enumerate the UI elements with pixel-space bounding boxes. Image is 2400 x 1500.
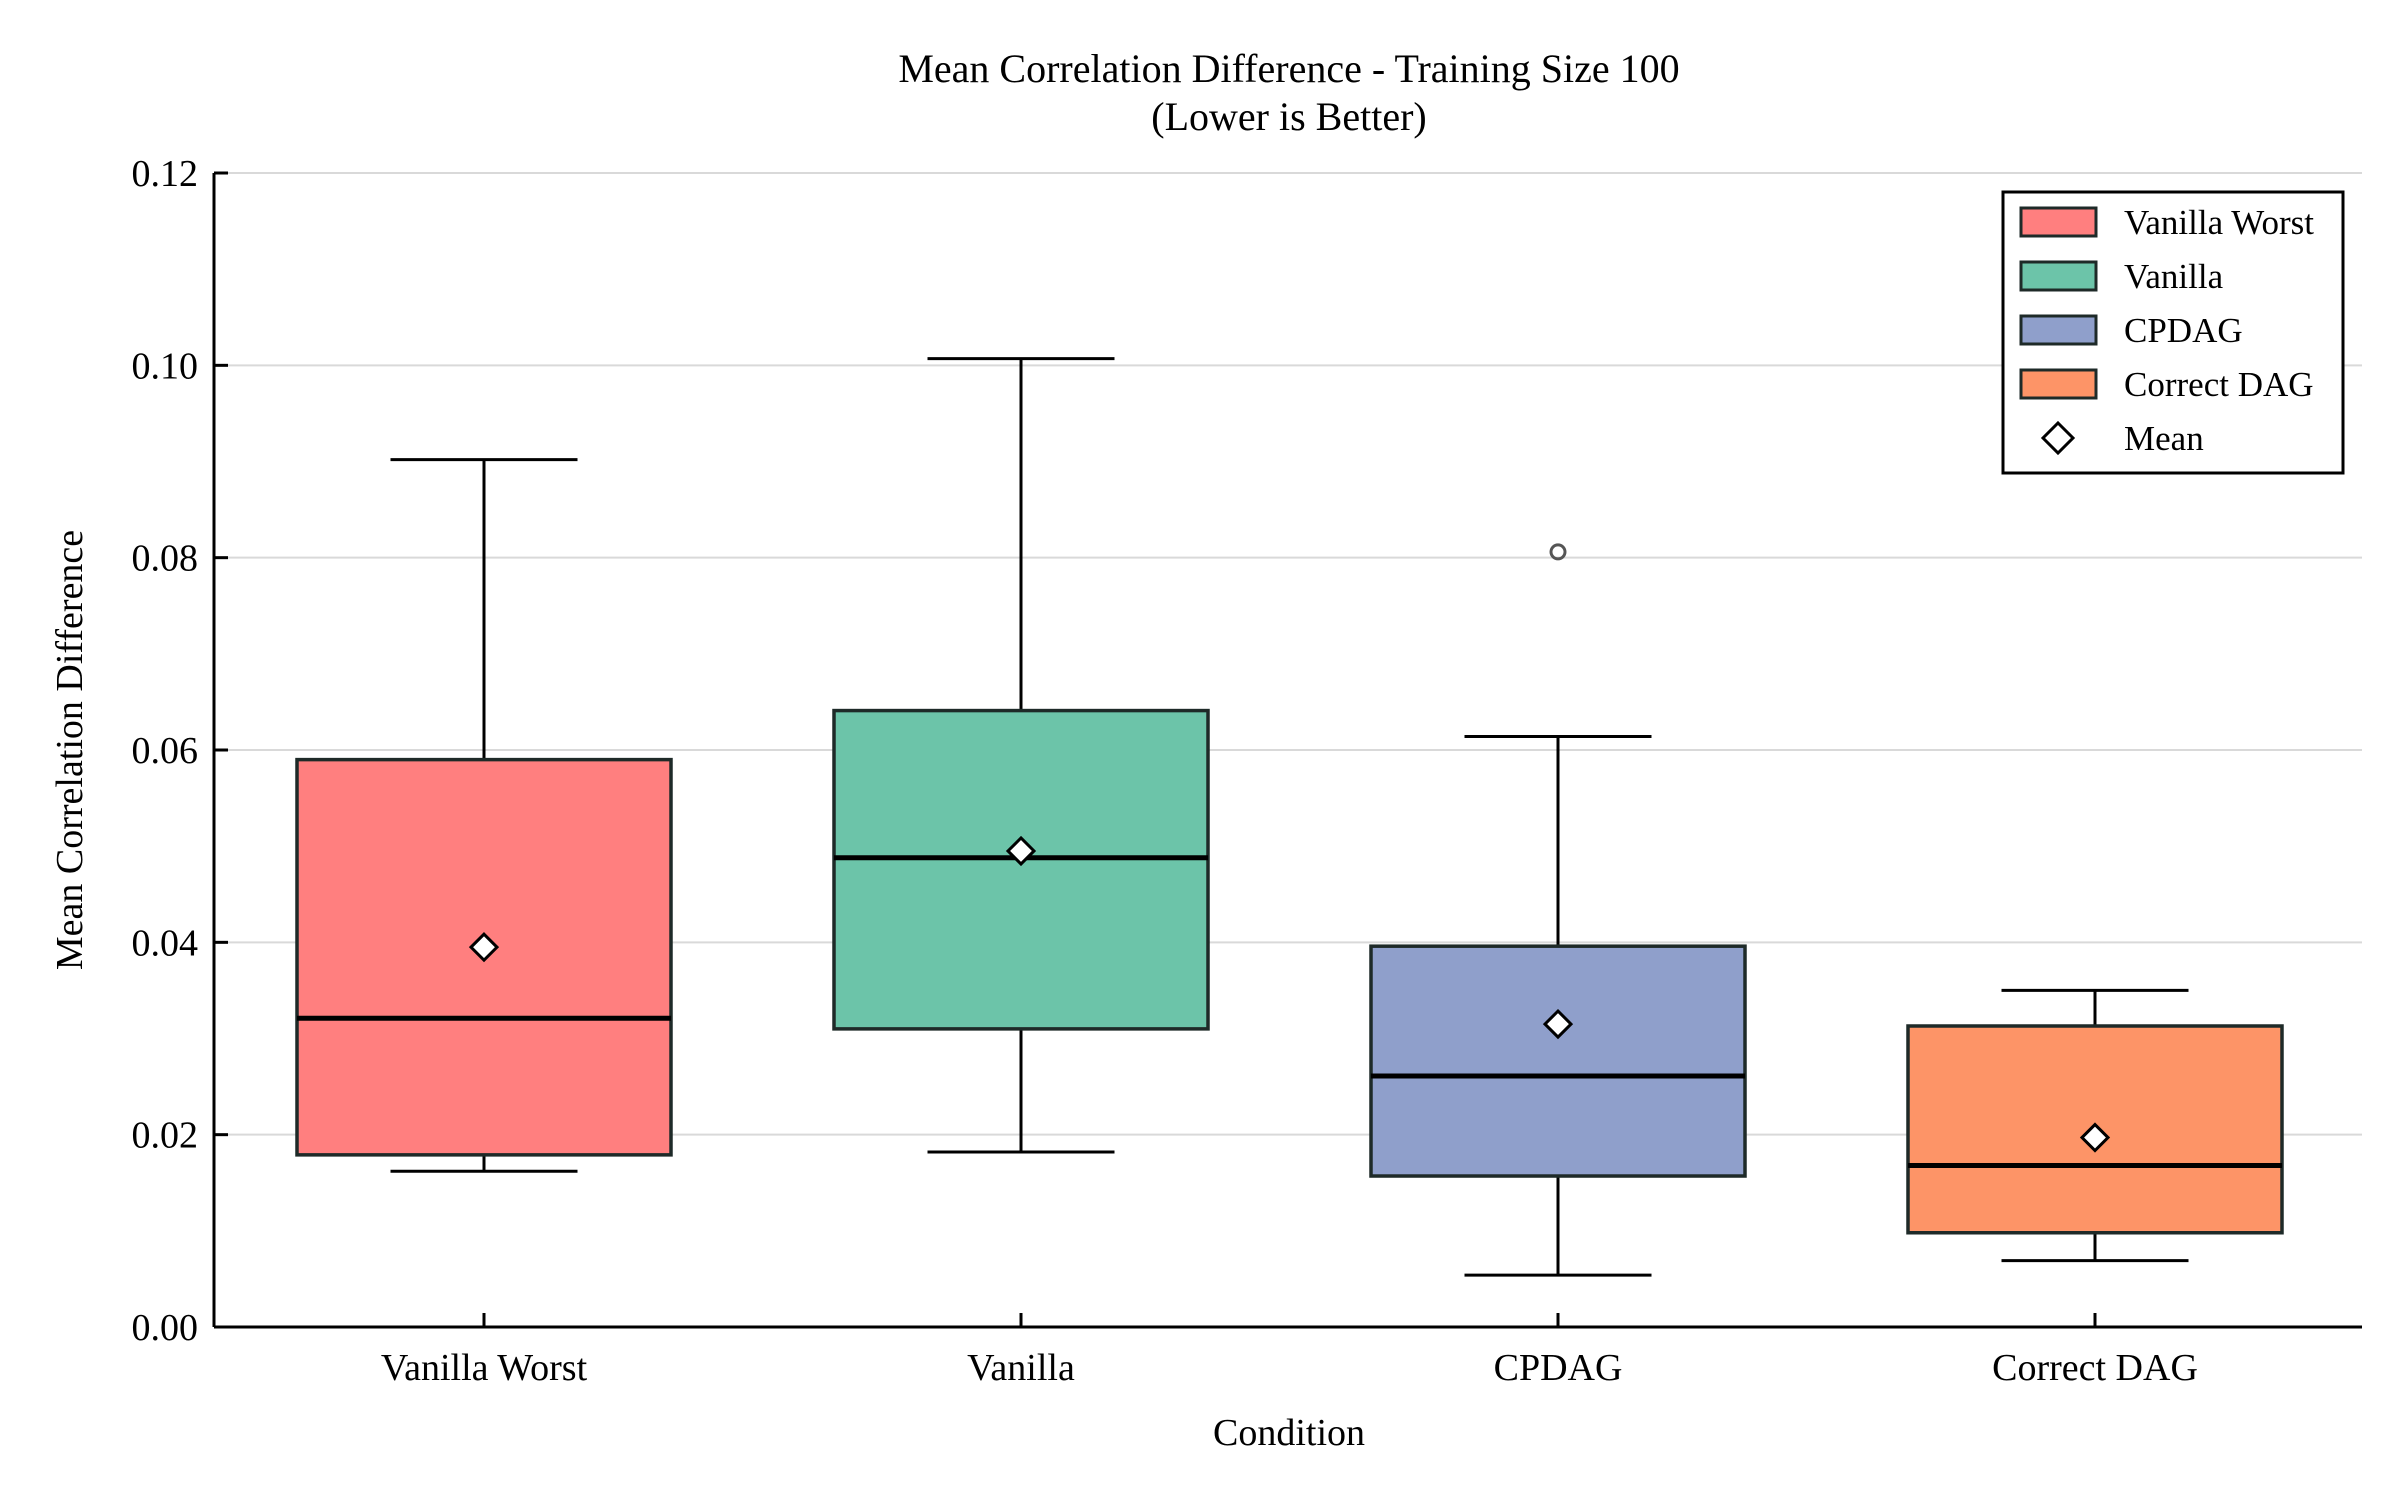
mean-marker	[1542, 1008, 1574, 1040]
mean-marker	[468, 932, 500, 963]
mean-marker	[2079, 1122, 2111, 1153]
x-ticks: Vanilla Worst Vanilla CPDAG Correct DAG	[381, 1313, 2198, 1389]
legend-label: Vanilla Worst	[2124, 203, 2314, 242]
mean-marker	[1005, 835, 1037, 867]
iqr-box	[1369, 944, 1747, 1178]
legend-label: CPDAG	[2124, 311, 2243, 350]
legend-swatch	[2019, 260, 2098, 292]
legend: Vanilla Worst Vanilla CPDAG Correct DAG Mean	[2001, 190, 2345, 475]
y-tick-label: 0.10	[132, 345, 199, 387]
x-tick-label: Vanilla	[967, 1347, 1075, 1389]
outlier-point	[1549, 543, 1567, 561]
legend-label: Mean	[2124, 419, 2204, 458]
box-cpdag	[1369, 543, 1747, 1277]
legend-label: Vanilla	[2124, 257, 2224, 296]
x-tick-label: Vanilla Worst	[381, 1347, 588, 1389]
chart-title: Mean Correlation Difference - Training S…	[898, 46, 1679, 91]
legend-swatch	[2019, 314, 2098, 346]
box-vanilla-worst	[295, 458, 673, 1173]
y-axis-label: Mean Correlation Difference	[49, 530, 91, 970]
y-tick-label: 0.04	[132, 922, 199, 964]
x-tick-label: CPDAG	[1494, 1347, 1623, 1389]
legend-swatch	[2019, 368, 2098, 400]
y-tick-label: 0.02	[132, 1115, 199, 1157]
y-tick-label: 0.12	[132, 153, 199, 195]
x-axis-label: Condition	[1213, 1412, 1365, 1454]
y-tick-label: 0.06	[132, 730, 199, 772]
legend-mean-marker	[2040, 420, 2076, 456]
y-ticks: 0.00 0.02 0.04 0.06 0.08 0.10 0.12	[132, 153, 228, 1349]
x-tick-label: Correct DAG	[1992, 1347, 2198, 1389]
iqr-box	[832, 708, 1210, 1031]
y-tick-label: 0.00	[132, 1307, 199, 1349]
y-tick-label: 0.08	[132, 538, 199, 580]
box-vanilla	[832, 357, 1210, 1154]
box-correct-dag	[1906, 988, 2284, 1263]
chart-subtitle: (Lower is Better)	[1151, 94, 1426, 139]
boxes	[295, 357, 2284, 1277]
legend-label: Correct DAG	[2124, 365, 2314, 404]
legend-swatch	[2019, 206, 2098, 238]
